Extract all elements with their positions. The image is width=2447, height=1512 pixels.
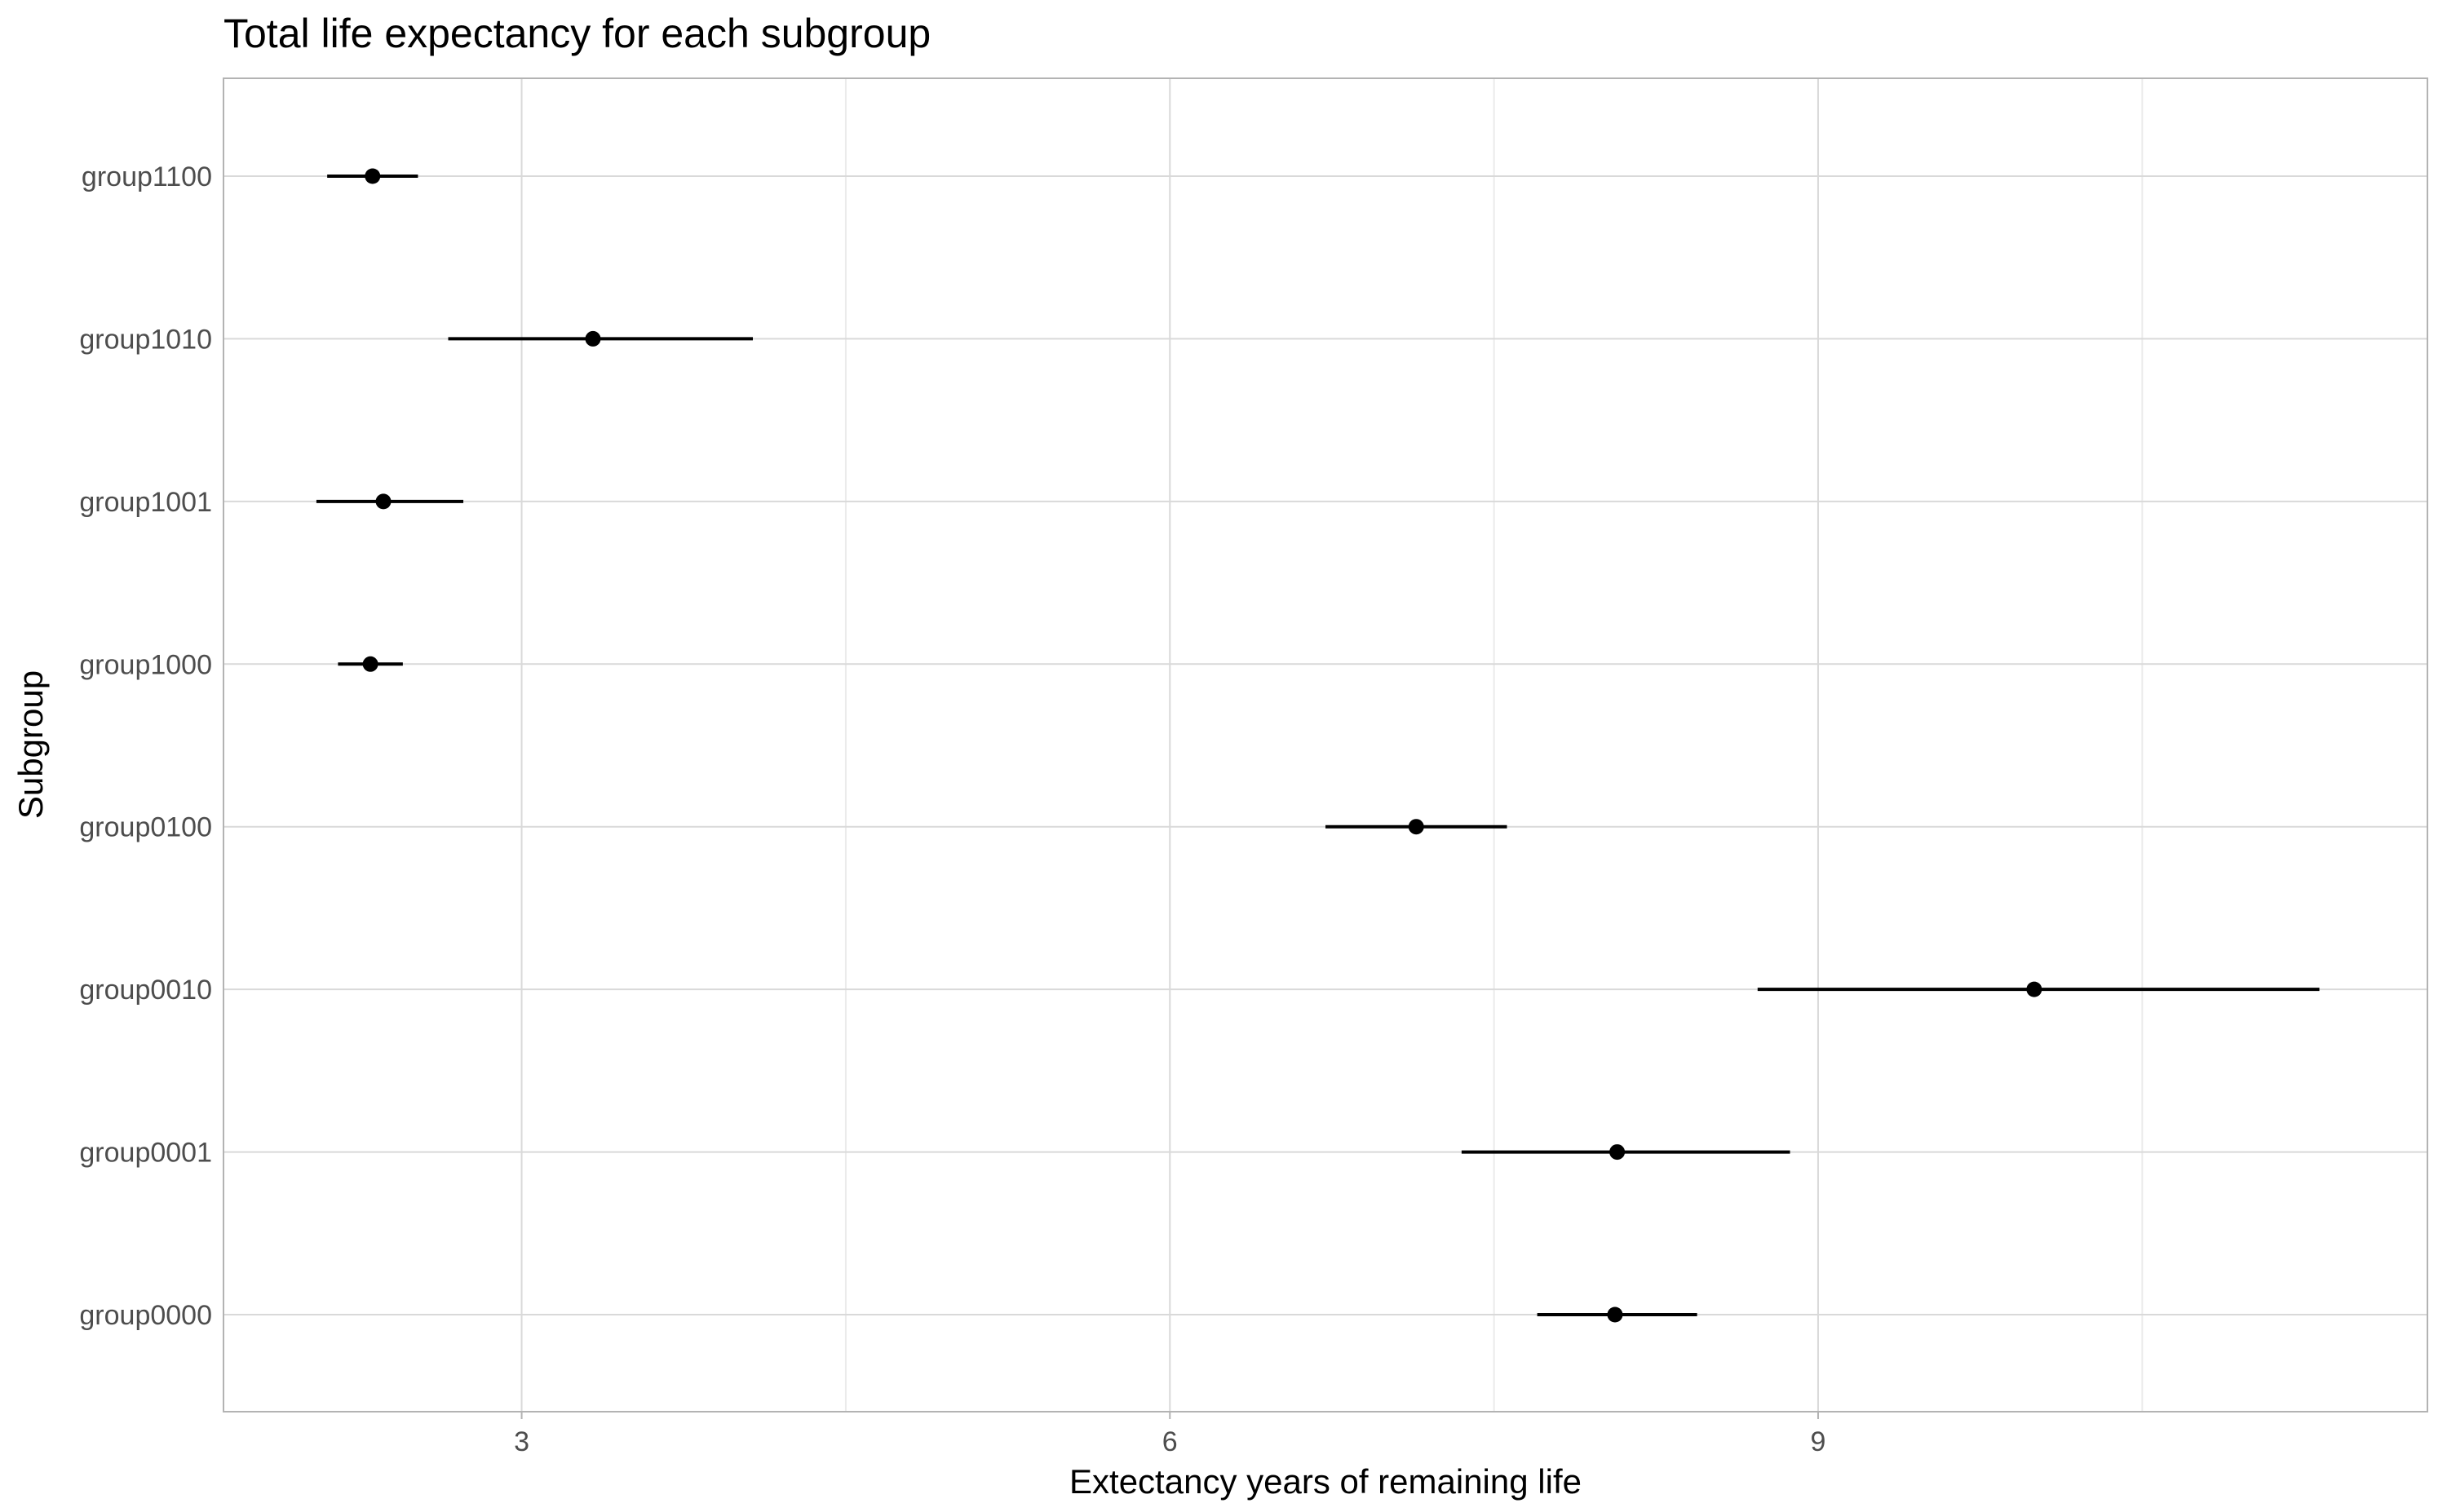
y-tick-label: group1100 xyxy=(82,161,212,192)
y-tick-label: group1010 xyxy=(79,324,212,355)
point-group1000 xyxy=(362,656,378,672)
y-tick-label: group0010 xyxy=(79,975,212,1006)
plot-panel xyxy=(223,77,2428,1413)
point-group0001 xyxy=(1609,1144,1626,1161)
x-tick-label: 3 xyxy=(514,1426,529,1457)
y-axis-title: Subgroup xyxy=(11,670,50,819)
x-axis-tick-labels: 3 6 9 xyxy=(514,1412,1825,1457)
y-tick-label: group1000 xyxy=(79,649,212,680)
y-axis-tick-labels: group0000 group0001 group0010 group0100 grou… xyxy=(79,161,212,1331)
chart-title: Total life expectancy for each subgroup xyxy=(223,11,931,56)
x-tick-label: 9 xyxy=(1811,1426,1826,1457)
point-group0100 xyxy=(1408,819,1424,835)
point-group1100 xyxy=(365,168,381,184)
point-group0000 xyxy=(1607,1306,1623,1323)
marks-layer xyxy=(316,168,2320,1323)
x-tick-label: 6 xyxy=(1162,1426,1178,1457)
y-tick-label: group0100 xyxy=(79,812,212,843)
y-tick-label: group0000 xyxy=(79,1300,212,1331)
x-axis-title: Extectancy years of remaining life xyxy=(1069,1462,1582,1501)
point-group1010 xyxy=(585,330,601,347)
point-group0010 xyxy=(2026,981,2042,997)
y-tick-label: group0001 xyxy=(79,1138,212,1169)
grid-layer xyxy=(223,78,2427,1412)
point-group1001 xyxy=(375,493,392,510)
y-tick-label: group1001 xyxy=(79,487,212,518)
